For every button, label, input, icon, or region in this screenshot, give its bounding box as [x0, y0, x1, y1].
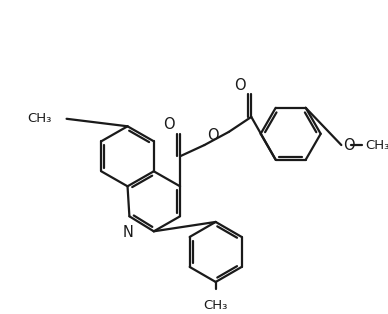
- Text: CH₃: CH₃: [365, 138, 388, 152]
- Text: N: N: [123, 225, 134, 240]
- Text: CH₃: CH₃: [203, 299, 228, 312]
- Text: O: O: [163, 117, 175, 132]
- Text: O: O: [234, 78, 246, 93]
- Text: O: O: [343, 138, 355, 153]
- Text: CH₃: CH₃: [27, 112, 52, 125]
- Text: O: O: [207, 128, 219, 143]
